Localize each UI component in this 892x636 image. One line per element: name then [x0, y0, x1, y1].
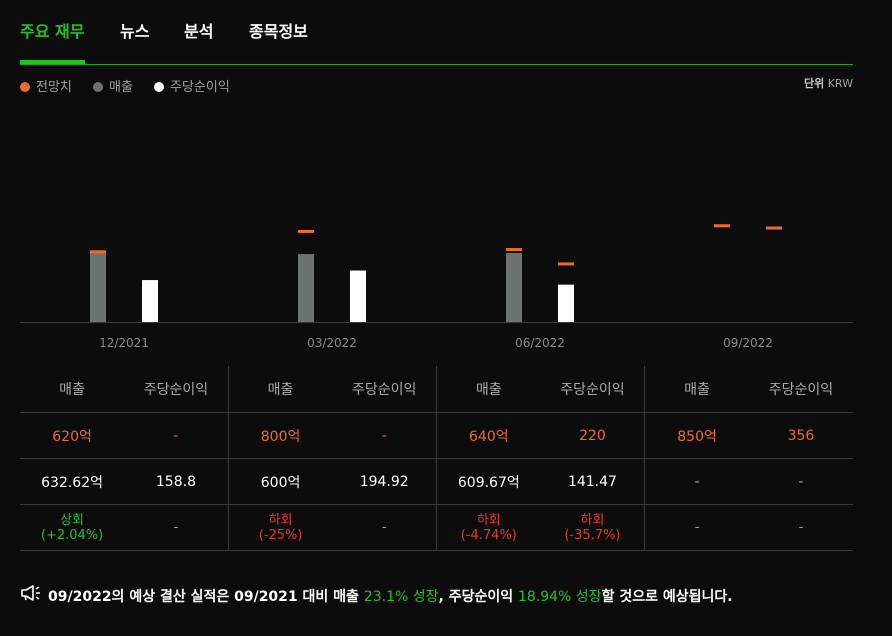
estimate-cell: 800억	[227, 412, 333, 459]
revenue-estimate-marker	[90, 250, 106, 254]
result-word: -	[173, 520, 179, 535]
estimate-cell: -	[332, 412, 437, 459]
header-cell: 매출	[644, 366, 749, 413]
table-row-estimates: 620억 - 800억 - 640억 220 850억 356	[20, 412, 853, 459]
result-word: 하회	[476, 512, 501, 528]
legend-estimate-dot	[20, 81, 30, 92]
eps-bar	[558, 284, 574, 322]
tab-bar: 주요 재무 뉴스 분석 종목정보	[20, 0, 853, 65]
header-cell: 매출	[20, 366, 125, 413]
result-cell: 상회 (+2.04%)	[20, 504, 125, 551]
result-word: -	[381, 520, 387, 535]
summary-eps-growth: 18.94% 성장	[517, 589, 602, 605]
result-word: -	[694, 520, 700, 535]
eps-estimate-marker	[558, 262, 574, 266]
x-axis-tick-label: 06/2022	[515, 336, 565, 350]
actual-cell: 600억	[227, 458, 333, 505]
estimate-cell: 640억	[435, 412, 541, 459]
result-cell: 하회 (-35.7%)	[540, 504, 645, 551]
tab-news[interactable]: 뉴스	[120, 22, 150, 41]
unit-caption: 단위	[803, 77, 825, 90]
revenue-bar	[298, 254, 314, 322]
result-cell: -	[644, 504, 749, 551]
megaphone-icon	[20, 584, 42, 606]
revenue-bar	[90, 250, 106, 322]
financial-chart: 12/2021 03/2022 06/2022 09/2022	[20, 224, 853, 350]
financials-table: 매출 주당순이익 매출 주당순이익 매출 주당순이익 매출 주당순이익 620억…	[20, 366, 853, 551]
revenue-bar	[506, 252, 522, 322]
legend-eps-dot	[154, 81, 164, 92]
x-axis-tick-label: 12/2021	[99, 336, 149, 350]
legend-label: 주당순이익	[170, 80, 230, 95]
header-cell: 주당순이익	[748, 366, 853, 413]
estimate-cell: 220	[540, 412, 645, 459]
legend-revenue-dot	[93, 81, 103, 92]
summary-revenue-growth: 23.1% 성장	[363, 589, 439, 605]
summary-text-3: 할 것으로 예상됩니다.	[601, 589, 733, 605]
header-cell: 매출	[227, 366, 333, 413]
unit-label: 단위 KRW	[804, 75, 853, 91]
unit-value: KRW	[827, 77, 853, 90]
legend-item-estimate: 전망치	[20, 76, 72, 95]
estimate-cell: 356	[748, 412, 853, 459]
actual-cell: 194.92	[332, 458, 437, 505]
forecast-summary: 09/2022의 예상 결산 실적은 09/2021 대비 매출 23.1% 성…	[20, 584, 733, 608]
result-pct: (-25%)	[258, 527, 303, 543]
legend-label: 전망치	[36, 80, 72, 95]
eps-bar	[350, 270, 366, 322]
summary-text-1: 09/2022의 예상 결산 실적은 09/2021 대비 매출	[48, 589, 364, 605]
result-word: -	[798, 520, 804, 535]
legend-item-eps: 주당순이익	[154, 76, 230, 95]
result-cell: 하회 (-4.74%)	[435, 504, 541, 551]
eps-bar	[142, 280, 158, 322]
result-word: 하회	[268, 512, 293, 528]
revenue-estimate-marker	[714, 224, 730, 228]
legend-item-revenue: 매출	[93, 76, 133, 95]
result-pct: (-4.74%)	[460, 527, 517, 543]
tab-stock-info[interactable]: 종목정보	[249, 22, 308, 41]
table-header-row: 매출 주당순이익 매출 주당순이익 매출 주당순이익 매출 주당순이익	[20, 366, 853, 413]
result-cell: 하회 (-25%)	[227, 504, 333, 551]
table-row-actuals: 632.62억 158.8 600억 194.92 609.67억 141.47…	[20, 458, 853, 505]
table-row-results: 상회 (+2.04%) - 하회 (-25%) - 하회 (-4.74%) 하회 (-3…	[20, 504, 853, 551]
result-cell: -	[124, 504, 229, 551]
revenue-estimate-marker	[506, 248, 522, 252]
actual-cell: -	[644, 458, 749, 505]
actual-cell: -	[748, 458, 853, 505]
revenue-estimate-marker	[298, 229, 314, 233]
x-axis-tick-label: 09/2022	[723, 336, 773, 350]
estimate-cell: 850억	[644, 412, 749, 459]
result-word: 상회	[60, 512, 85, 528]
estimate-cell: 620억	[20, 412, 125, 459]
legend-label: 매출	[109, 80, 133, 95]
tab-analysis[interactable]: 분석	[184, 22, 214, 41]
actual-cell: 158.8	[124, 458, 229, 505]
summary-text-2: , 주당순이익	[438, 589, 518, 605]
actual-cell: 632.62억	[20, 458, 125, 505]
result-cell: -	[332, 504, 437, 551]
active-tab-indicator	[20, 60, 85, 64]
x-axis-tick-label: 03/2022	[307, 336, 357, 350]
tab-key-financials[interactable]: 주요 재무	[20, 22, 85, 41]
header-cell: 주당순이익	[540, 366, 645, 413]
result-pct: (-35.7%)	[564, 527, 621, 543]
result-cell: -	[748, 504, 853, 551]
header-cell: 주당순이익	[332, 366, 437, 413]
header-cell: 주당순이익	[124, 366, 229, 413]
actual-cell: 141.47	[540, 458, 645, 505]
result-pct: (+2.04%)	[40, 527, 104, 543]
header-cell: 매출	[435, 366, 541, 413]
estimate-cell: -	[124, 412, 229, 459]
result-word: 하회	[580, 512, 605, 528]
eps-estimate-marker	[766, 226, 782, 230]
actual-cell: 609.67억	[435, 458, 541, 505]
